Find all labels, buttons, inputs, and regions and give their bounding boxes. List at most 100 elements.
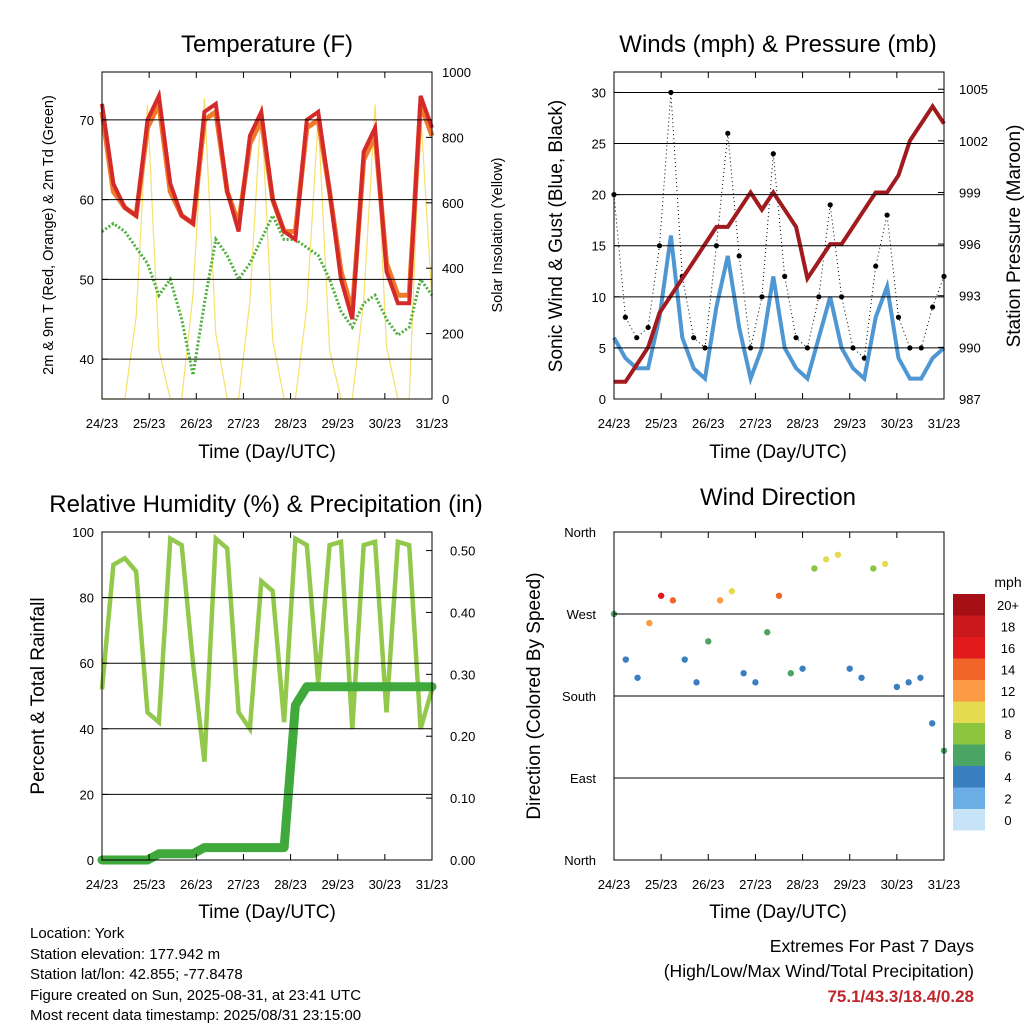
colorbar-swatch: [953, 744, 985, 766]
colorbar-label: 0: [1004, 813, 1011, 828]
x-tick-label: 29/23: [321, 416, 354, 431]
temp-2m-line: [100, 88, 434, 320]
direction-point: [893, 683, 901, 691]
direction-point: [870, 565, 877, 572]
y-tick-label-right: 400: [442, 261, 464, 276]
y-tick-label-left: 25: [592, 137, 606, 152]
humidity-precip-panel: Relative Humidity (%) & Precipitation (i…: [28, 491, 483, 923]
y-tick-label-left: 5: [599, 341, 606, 356]
y-tick-label-left: 60: [80, 193, 94, 208]
temperature-y-label-right: Solar Insolation (Yellow): [490, 157, 506, 312]
colorbar-swatch: [953, 594, 985, 616]
direction-point: [799, 665, 806, 672]
colorbar-label: 20+: [997, 598, 1019, 613]
direction-point: [764, 629, 771, 636]
y-tick-label-right: 1000: [442, 65, 471, 80]
temperature-y-label-left: 2m & 9m T (Red, Orange) & 2m Td (Green): [41, 95, 57, 375]
direction-point: [693, 679, 700, 686]
direction-point: [811, 565, 818, 572]
x-tick-label: 30/23: [369, 877, 402, 892]
direction-point: [822, 556, 830, 563]
direction-point: [622, 656, 629, 663]
gust-point: [634, 335, 640, 341]
y-tick-label-right: 1005: [959, 82, 988, 97]
gust-point: [861, 355, 867, 361]
y-tick-label-left: 10: [592, 290, 606, 305]
y-tick-label-right: 0.50: [450, 544, 475, 559]
direction-point: [669, 597, 677, 604]
gust-point: [873, 263, 879, 269]
station-pressure-line: [614, 102, 946, 384]
x-tick-label: 30/23: [881, 416, 914, 431]
x-tick-label: 27/23: [739, 877, 772, 892]
direction-point: [740, 670, 747, 677]
recent-timestamp: Most recent data timestamp: 2025/08/31 2…: [30, 1007, 362, 1024]
colorbar-title: mph: [994, 574, 1021, 590]
y-tick-label-right: 0: [442, 392, 449, 407]
wind-pressure-x-label: Time (Day/UTC): [709, 442, 847, 463]
wind-pressure-y-label-right: Station Pressure (Maroon): [1004, 125, 1024, 348]
y-tick-label-right: 990: [959, 340, 981, 355]
station-info: Location: York Station elevation: 177.94…: [30, 924, 361, 1027]
direction-point: [681, 656, 688, 663]
x-tick-label: 31/23: [416, 416, 449, 431]
y-tick-label-left: 15: [592, 239, 606, 254]
y-tick-label-left: 50: [80, 272, 94, 287]
y-tick-label-right: 996: [959, 237, 981, 252]
y-tick-label-right: 200: [442, 327, 464, 342]
dewpoint-line: [101, 212, 434, 376]
temperature-panel: Temperature (F) 40 50 60 70 0 200 400 600 800 100…: [41, 31, 506, 463]
colorbar-swatch: [953, 766, 985, 788]
x-tick-label: 29/23: [833, 416, 866, 431]
extremes-values: 75.1/43.3/18.4/0.28: [827, 987, 974, 1006]
direction-point: [881, 560, 889, 568]
temperature-title: Temperature (F): [181, 31, 353, 58]
y-tick-label-left: 40: [80, 722, 94, 737]
y-tick-label-left: 100: [72, 525, 94, 540]
x-tick-label: 28/23: [274, 416, 307, 431]
x-tick-label: 31/23: [928, 877, 961, 892]
direction-point: [657, 592, 665, 599]
direction-point: [634, 674, 641, 681]
wind-direction-panel: Wind Direction NorthEastSouthWestNorth24…: [524, 484, 1022, 923]
x-tick-label: 27/23: [227, 877, 260, 892]
gust-point: [645, 324, 651, 331]
direction-point: [858, 674, 865, 681]
relative-humidity-line: [99, 533, 435, 762]
direction-point: [834, 551, 842, 558]
x-tick-label: 28/23: [274, 877, 307, 892]
y-tick-label-left: South: [562, 689, 596, 704]
x-tick-label: 31/23: [416, 877, 449, 892]
y-tick-label-right: 0.20: [450, 729, 475, 744]
direction-point: [905, 679, 912, 686]
colorbar-swatch: [953, 658, 985, 680]
gust-point: [930, 304, 936, 310]
x-tick-label: 25/23: [645, 416, 678, 431]
colorbar-label: 8: [1004, 727, 1011, 742]
figure-created: Figure created on Sun, 2025-08-31, at 23…: [30, 986, 362, 1004]
colorbar-swatch: [953, 701, 985, 723]
direction-point: [775, 592, 783, 599]
direction-point: [787, 670, 794, 677]
speed-colorbar: 20+ 18 16 14 12 10 8 6 4 2 0: [953, 594, 1019, 831]
sonic-wind-line: [612, 235, 946, 386]
colorbar-swatch: [953, 787, 985, 809]
x-tick-label: 31/23: [928, 416, 961, 431]
x-tick-label: 26/23: [180, 877, 213, 892]
y-tick-label-left: 20: [80, 787, 94, 802]
y-tick-label-right: 0.10: [450, 791, 475, 806]
y-tick-label-left: West: [567, 607, 597, 622]
direction-point: [752, 679, 759, 686]
wind-pressure-panel: Winds (mph) & Pressure (mb) 0 5 10 15 20 25 30…: [546, 31, 1024, 463]
x-tick-label: 30/23: [369, 416, 402, 431]
extremes-title: Extremes For Past 7 Days: [769, 936, 974, 956]
x-tick-label: 24/23: [598, 877, 631, 892]
colorbar-label: 10: [1001, 706, 1015, 721]
y-tick-label-right: 0.30: [450, 667, 475, 682]
gust-point: [736, 253, 742, 259]
y-tick-label-left: 70: [80, 113, 94, 128]
y-tick-label-right: 600: [442, 196, 464, 211]
wind-pressure-plot-frame: [613, 71, 945, 400]
x-tick-label: 26/23: [180, 416, 213, 431]
y-tick-label-left: 40: [80, 352, 94, 367]
